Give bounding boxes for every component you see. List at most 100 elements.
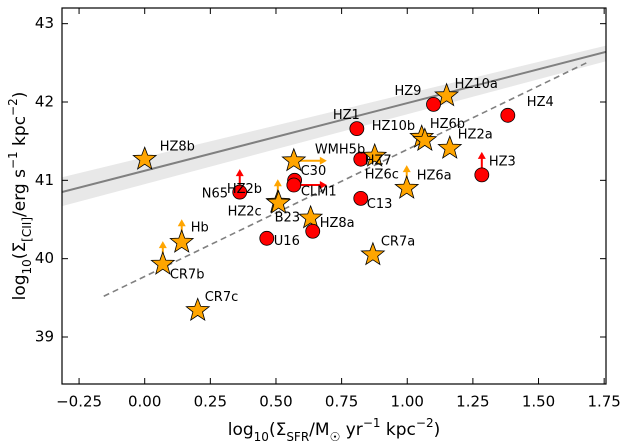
- point-label: B23: [275, 210, 300, 225]
- star-marker: [185, 297, 211, 322]
- point-label: HZ6b: [430, 117, 465, 132]
- star-marker: [394, 175, 420, 199]
- fit-line: [62, 50, 606, 194]
- point-label: HZ4: [527, 95, 554, 110]
- star-marker: [281, 147, 307, 172]
- y-tick-label: 40: [35, 249, 54, 267]
- point-label: HZ10a: [455, 77, 498, 92]
- star-marker: [132, 146, 158, 170]
- x-tick-label: −0.25: [56, 393, 102, 411]
- x-axis-label: log10(ΣSFR/M☉ yr−1 kpc−2): [228, 416, 441, 444]
- axis-label-part: [CII]: [20, 217, 34, 242]
- x-tick-label: 0.50: [259, 393, 292, 411]
- y-tick-label: 42: [35, 93, 54, 111]
- limit-arrow-head: [402, 165, 411, 173]
- fit-band: [62, 45, 606, 207]
- circle-marker: [259, 230, 275, 246]
- point-label: CLM1: [301, 185, 337, 200]
- axis-label-part: (Σ: [10, 242, 30, 259]
- star-marker: [360, 241, 386, 266]
- x-tick-label: 0.25: [194, 393, 227, 411]
- star-marker: [412, 127, 438, 152]
- axis-label-part: −2: [416, 416, 434, 430]
- circle-marker: [349, 121, 365, 137]
- axis-label-part: ☉: [330, 430, 341, 444]
- axis-label-part: kpc: [10, 116, 30, 151]
- plot-area: [62, 45, 606, 297]
- limit-arrow-head: [177, 219, 186, 227]
- point-label: HZ2a: [458, 128, 493, 143]
- x-tick-label: 1.00: [391, 393, 424, 411]
- y-tick-label: 43: [35, 14, 54, 32]
- limit-arrow-head: [319, 156, 327, 165]
- point-label: HZ7: [365, 154, 392, 169]
- limit-arrow-head: [477, 151, 486, 159]
- point-label: C30: [301, 164, 327, 179]
- axis-label-part: 10: [254, 430, 269, 444]
- star-marker: [150, 250, 176, 275]
- circle-marker: [500, 107, 516, 123]
- point-label: N65: [202, 187, 228, 202]
- point-label: CR7b: [170, 268, 205, 283]
- x-tick-label: 0.75: [325, 393, 358, 411]
- point-label: HZ6a: [417, 169, 452, 184]
- circle-marker: [426, 96, 441, 112]
- circle-marker: [286, 177, 302, 193]
- axis-label-part: ): [434, 420, 441, 440]
- point-label: HZ10b: [372, 119, 415, 134]
- frame: [61, 7, 607, 385]
- point-label: Hb: [191, 221, 209, 236]
- axis-label-part: ): [10, 92, 30, 99]
- point-label: CR7a: [381, 234, 415, 249]
- relation-line: [103, 60, 591, 297]
- y-tick-label: 41: [35, 171, 54, 189]
- axis-label-part: 10: [20, 259, 34, 274]
- axis-label-part: yr: [340, 420, 362, 440]
- circle-marker: [353, 190, 369, 206]
- star-marker: [437, 135, 463, 159]
- circle-marker: [232, 184, 248, 200]
- axis-label-part: log: [10, 274, 30, 300]
- y-axis-label: log10(Σ[CII]/erg s−1 kpc−2): [6, 92, 34, 301]
- x-tick-label: 1.50: [522, 393, 555, 411]
- axis-label-part: /M: [309, 420, 329, 440]
- x-tick-label: 1.75: [587, 393, 620, 411]
- point-label: HZ1: [333, 108, 360, 123]
- limit-arrow-head: [158, 241, 167, 249]
- axis-label-part: kpc: [381, 420, 416, 440]
- circle-marker: [474, 167, 490, 183]
- star-marker: [362, 142, 388, 167]
- axis-label-part: −2: [6, 98, 20, 116]
- point-label: HZ8b: [160, 140, 195, 155]
- x-tick-label: 1.25: [456, 393, 489, 411]
- limit-arrow-head: [235, 169, 244, 177]
- point-label: CR7c: [205, 290, 239, 305]
- point-label: HZ9: [395, 84, 422, 99]
- y-tick-label: 39: [35, 328, 54, 346]
- point-label: HZ8a: [320, 216, 355, 231]
- point-label: HZ3: [489, 154, 516, 169]
- point-label: C13: [367, 197, 393, 212]
- circle-marker: [305, 223, 321, 239]
- limit-arrow-head: [273, 179, 282, 187]
- axis-label-part: −1: [6, 151, 20, 169]
- axis-label-part: log: [228, 420, 254, 440]
- point-label: HZ6c: [365, 168, 399, 183]
- axis-label-part: (Σ: [269, 420, 286, 440]
- point-label: HZ2b: [227, 182, 262, 197]
- points: [132, 82, 516, 322]
- limit-arrow-head: [319, 181, 327, 190]
- point-label: WMH5b: [315, 142, 365, 157]
- star-marker: [298, 204, 324, 229]
- star-marker: [266, 189, 292, 214]
- star-marker: [169, 229, 195, 253]
- star-marker: [434, 82, 460, 107]
- point-label: HZ2c: [228, 205, 262, 220]
- axis-label-part: /erg s: [10, 169, 30, 217]
- point-label: U16: [274, 234, 300, 249]
- axis-label-part: −1: [363, 416, 381, 430]
- axis-label-part: SFR: [286, 430, 309, 444]
- x-tick-label: 0.00: [128, 393, 161, 411]
